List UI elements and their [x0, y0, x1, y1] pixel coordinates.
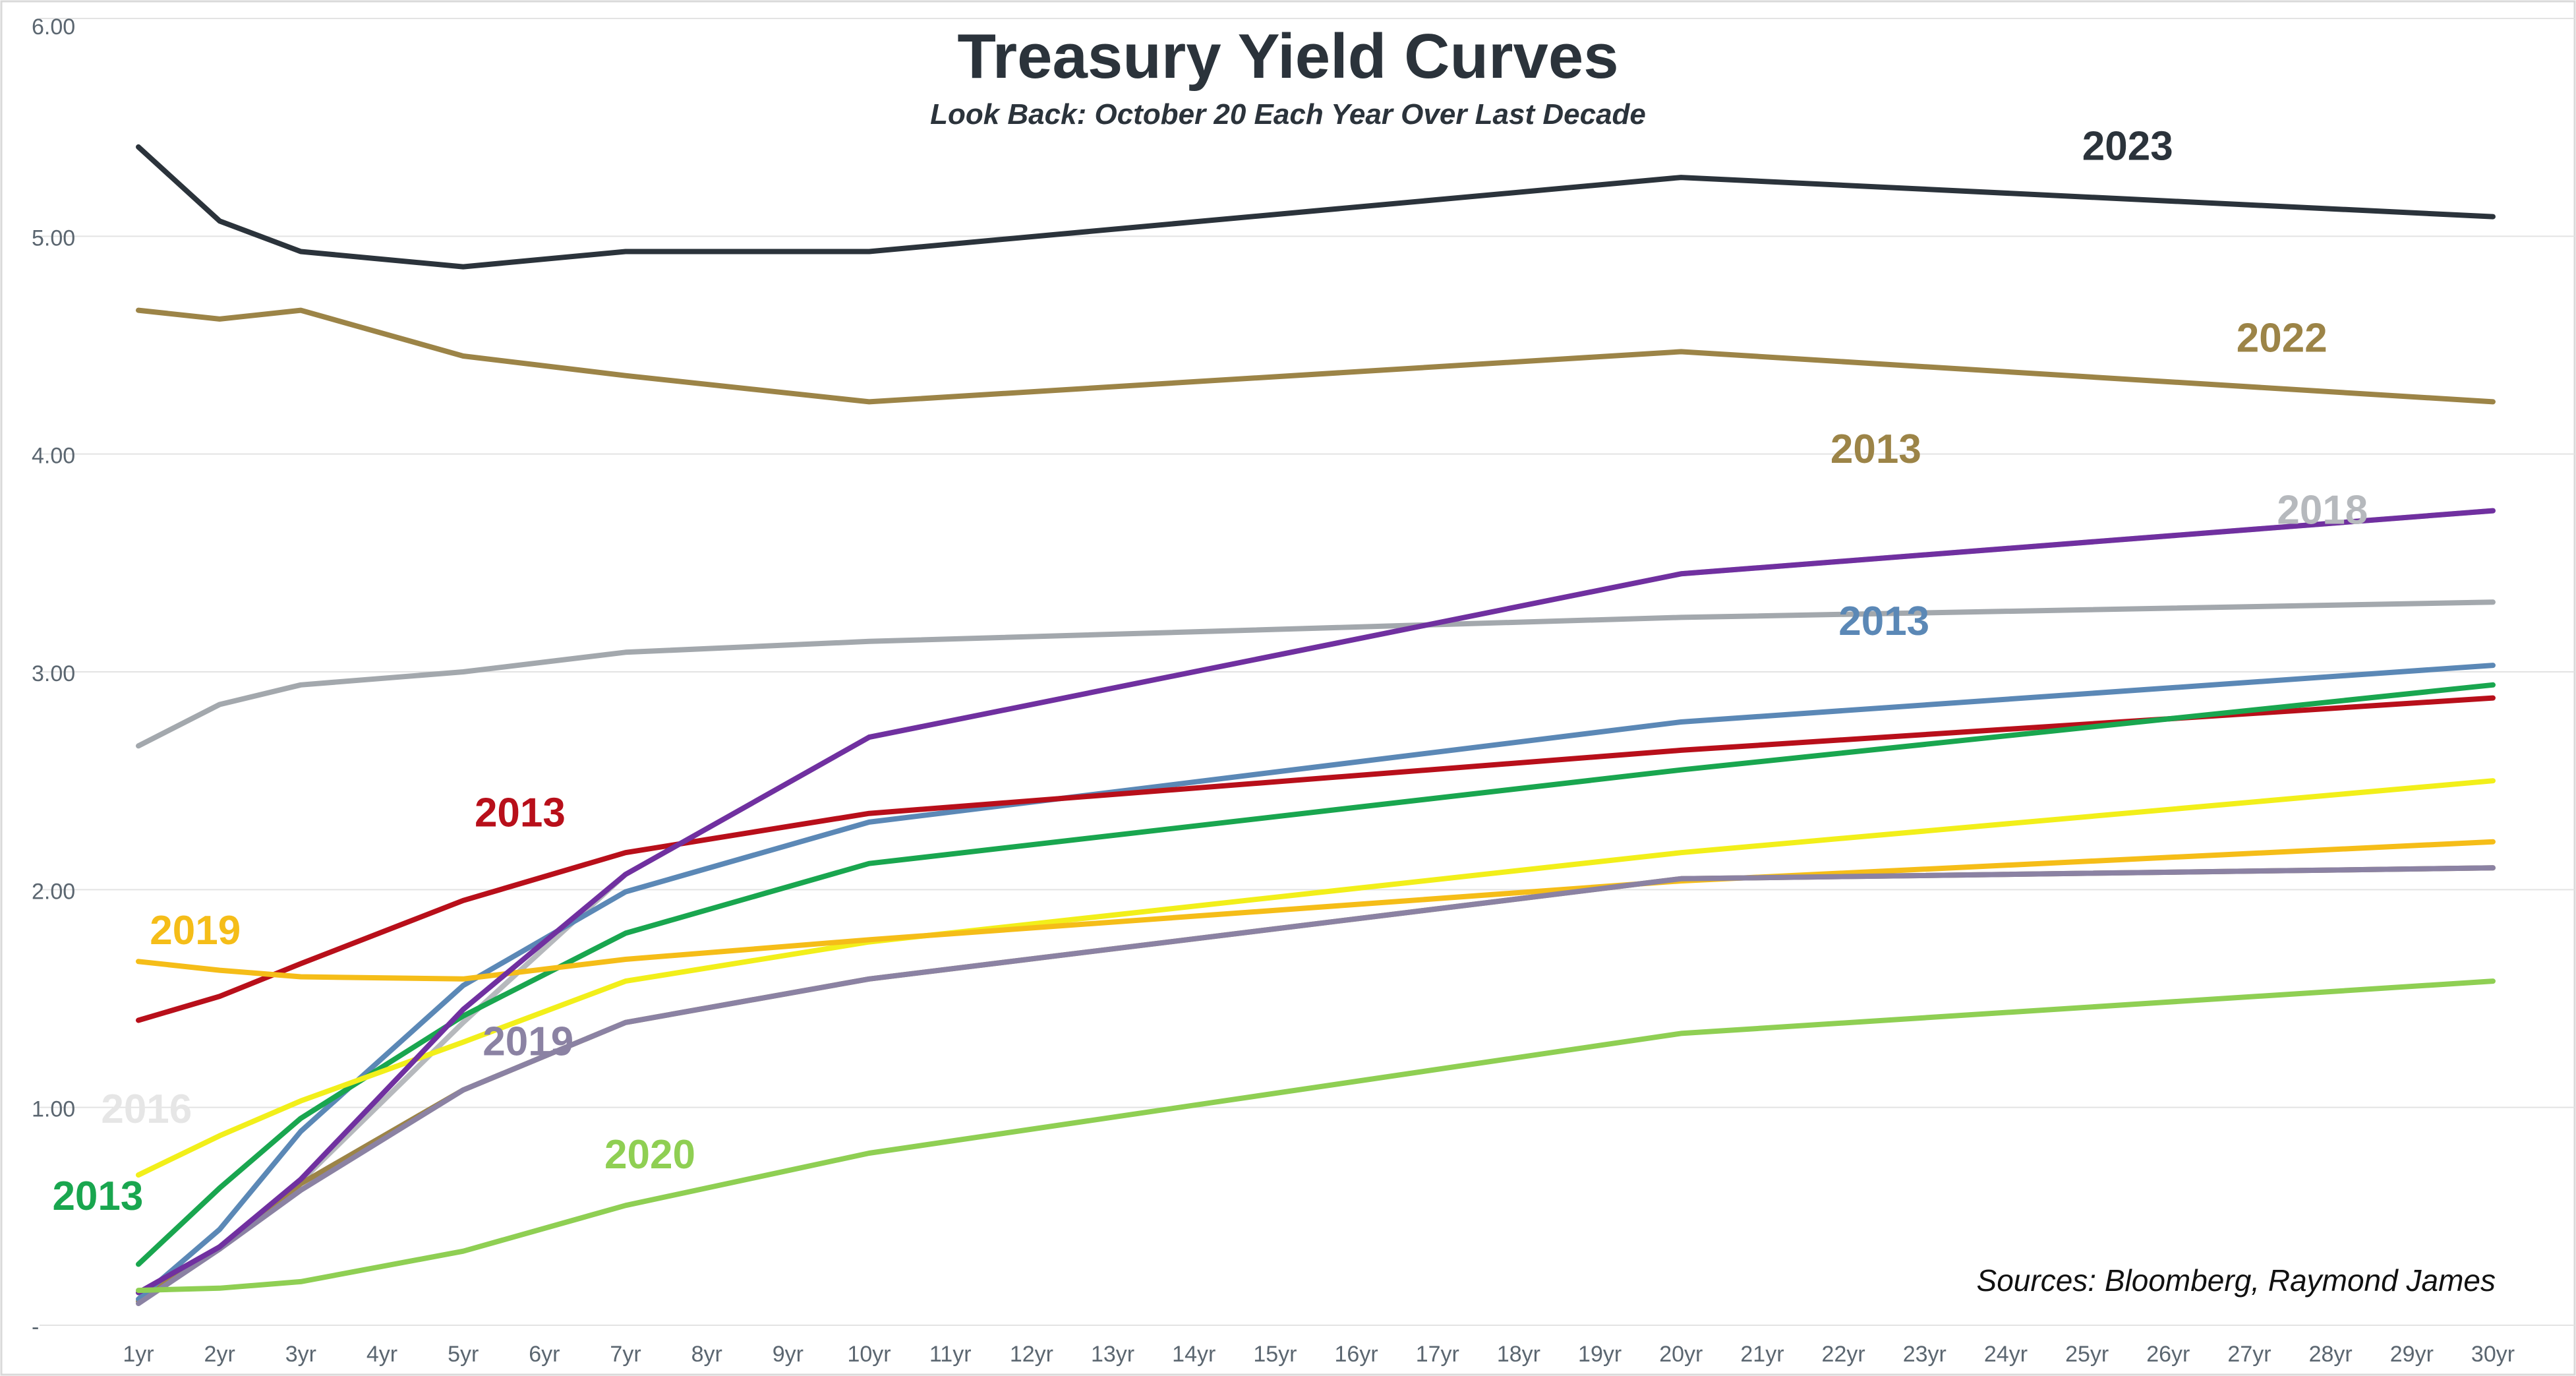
x-tick-label: 4yr — [366, 1342, 397, 1367]
series-line-sYellow — [136, 778, 2496, 1178]
source-note: Sources: Bloomberg, Raymond James — [1977, 1263, 2496, 1298]
series-line-s2023 — [136, 144, 2496, 270]
x-tick-label: 24yr — [1984, 1342, 2028, 1367]
x-tick-label: 2yr — [204, 1342, 235, 1367]
chart-title: Treasury Yield Curves — [957, 21, 1618, 92]
x-tick-label: 17yr — [1416, 1342, 1459, 1367]
x-tick-label: 30yr — [2471, 1342, 2515, 1367]
series-line-sPurple — [136, 865, 2496, 1306]
x-tick-label: 26yr — [2146, 1342, 2190, 1367]
x-tick-label: 28yr — [2309, 1342, 2353, 1367]
x-tick-label: 10yr — [847, 1342, 891, 1367]
x-tick-label: 21yr — [1740, 1342, 1784, 1367]
series-lines — [136, 144, 2496, 1306]
x-tick-label: 27yr — [2227, 1342, 2271, 1367]
x-tick-label: 7yr — [610, 1342, 641, 1367]
series-line-s2022 — [136, 307, 2496, 405]
x-tick-label: 14yr — [1172, 1342, 1215, 1367]
y-axis-ticks: - 1.00 2.00 3.00 4.00 5.00 6.00 — [32, 15, 75, 1340]
series-label-sBlue: 2013 — [1838, 599, 1929, 644]
series-label-s2016: 2016 — [101, 1087, 192, 1132]
y-tick-label: 2.00 — [32, 879, 75, 904]
series-line-sRed — [136, 695, 2496, 1023]
x-tick-label: 13yr — [1091, 1342, 1134, 1367]
series-label-sPurple: 2019 — [483, 1019, 573, 1064]
x-tick-label: 1yr — [123, 1342, 154, 1367]
series-label-s2013: 2013 — [1830, 427, 1921, 472]
series-label-sOrange: 2019 — [150, 908, 241, 953]
series-line-sGreen — [136, 682, 2496, 1267]
x-tick-label: 6yr — [529, 1342, 560, 1367]
x-tick-label: 22yr — [1822, 1342, 1865, 1367]
x-tick-label: 8yr — [691, 1342, 722, 1367]
series-label-sLightGreen: 2020 — [604, 1132, 695, 1178]
x-tick-label: 11yr — [929, 1342, 972, 1367]
x-axis-ticks: 1yr 2yr 3yr 4yr 5yr 6yr 7yr 8yr 9yr 10yr 11yr 12yr 1… — [123, 1342, 2515, 1367]
y-tick-label: 1.00 — [32, 1097, 75, 1122]
x-tick-label: 20yr — [1659, 1342, 1703, 1367]
y-tick-label: 5.00 — [32, 225, 75, 251]
series-line-sOrange — [136, 839, 2496, 982]
chart-subtitle: Look Back: October 20 Each Year Over Las… — [930, 98, 1646, 131]
y-tick-label: 3.00 — [32, 661, 75, 686]
x-tick-label: 25yr — [2065, 1342, 2109, 1367]
x-tick-label: 16yr — [1335, 1342, 1378, 1367]
series-label-sRed: 2013 — [475, 791, 566, 836]
x-tick-label: 12yr — [1010, 1342, 1053, 1367]
gridlines — [40, 18, 2575, 1326]
series-label-s2018: 2018 — [2277, 487, 2368, 533]
y-tick-label: - — [32, 1315, 39, 1340]
x-tick-label: 19yr — [1578, 1342, 1622, 1367]
y-tick-label: 6.00 — [32, 15, 75, 40]
series-line-sLightGreen — [136, 978, 2496, 1294]
series-label-s2022: 2022 — [2237, 315, 2327, 361]
x-tick-label: 5yr — [448, 1342, 479, 1367]
x-tick-label: 15yr — [1253, 1342, 1297, 1367]
x-tick-label: 9yr — [773, 1342, 804, 1367]
series-label-sGreen: 2013 — [52, 1174, 143, 1219]
series-labels: 2023 2022 2018 2013 2013 2013 2013 2019 2019 2020… — [52, 124, 2368, 1219]
series-line-sViolet — [136, 508, 2496, 1296]
x-tick-label: 18yr — [1497, 1342, 1540, 1367]
series-line-s2021 — [136, 599, 2496, 749]
x-tick-label: 3yr — [285, 1342, 316, 1367]
series-label-s2023: 2023 — [2082, 124, 2173, 169]
y-tick-label: 4.00 — [32, 444, 75, 469]
x-tick-label: 23yr — [1903, 1342, 1947, 1367]
x-tick-label: 29yr — [2390, 1342, 2434, 1367]
